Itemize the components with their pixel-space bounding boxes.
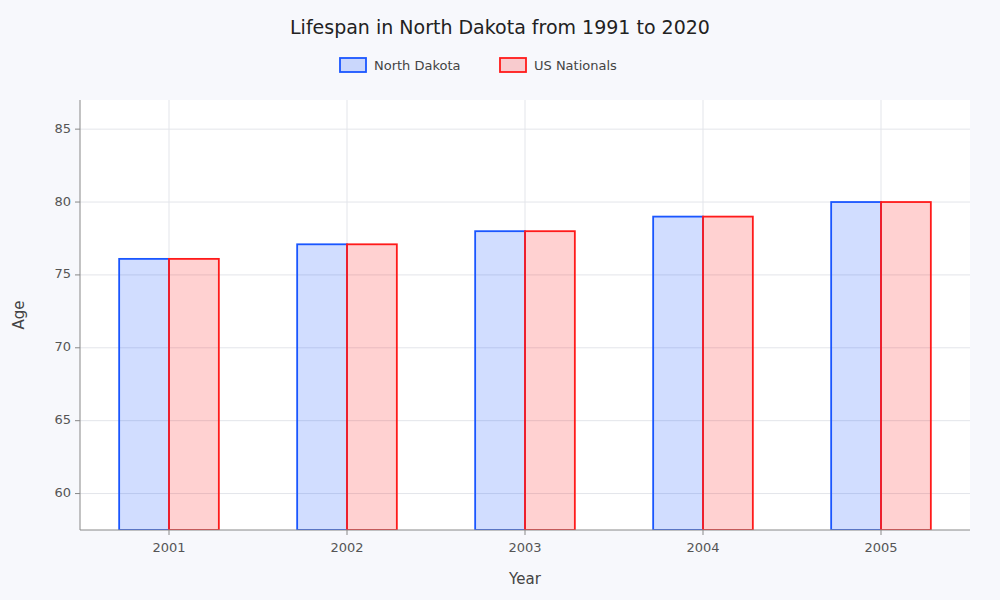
bar — [169, 259, 219, 530]
bar — [881, 202, 931, 530]
y-axis-line — [80, 100, 81, 530]
bars — [119, 202, 931, 530]
y-tick-label: 85 — [54, 121, 71, 136]
bar — [475, 231, 525, 530]
bar — [703, 217, 753, 530]
y-tick — [75, 274, 80, 275]
x-tick — [169, 530, 170, 535]
x-tick-label: 2001 — [152, 540, 185, 555]
title: Lifespan in North Dakota from 1991 to 20… — [290, 16, 710, 38]
y-tick-label: 60 — [54, 485, 71, 500]
x-tick-label: 2003 — [508, 540, 541, 555]
bar — [347, 244, 397, 530]
bar — [297, 244, 347, 530]
bar — [653, 217, 703, 530]
x-tick — [525, 530, 526, 535]
y-tick-label: 75 — [54, 266, 71, 281]
y-tick — [75, 493, 80, 494]
x-tick-label: 2002 — [330, 540, 363, 555]
y-tick — [75, 420, 80, 421]
bar — [119, 259, 169, 530]
legend-label: North Dakota — [374, 58, 461, 73]
legend-swatch — [500, 58, 526, 72]
bar — [525, 231, 575, 530]
y-tick — [75, 129, 80, 130]
x-axis-label: Year — [508, 570, 542, 588]
bar — [831, 202, 881, 530]
y-tick-label: 65 — [54, 412, 71, 427]
x-tick-label: 2005 — [864, 540, 897, 555]
plot-area — [80, 100, 970, 530]
x-tick — [881, 530, 882, 535]
y-tick-label: 80 — [54, 194, 71, 209]
y-tick — [75, 347, 80, 348]
grid — [80, 100, 970, 530]
legend-label: US Nationals — [534, 58, 617, 73]
y-axis-label: Age — [10, 300, 28, 329]
y-tick — [75, 202, 80, 203]
legend: North Dakota US Nationals — [340, 58, 617, 73]
x-tick — [347, 530, 348, 535]
legend-swatch — [340, 58, 366, 72]
x-tick-label: 2004 — [686, 540, 719, 555]
x-tick — [703, 530, 704, 535]
chart: 60 65 70 75 80 85 2001 2002 2003 2004 2005 Year Age L… — [0, 0, 1000, 600]
y-tick-label: 70 — [54, 339, 71, 354]
background — [0, 0, 1000, 600]
